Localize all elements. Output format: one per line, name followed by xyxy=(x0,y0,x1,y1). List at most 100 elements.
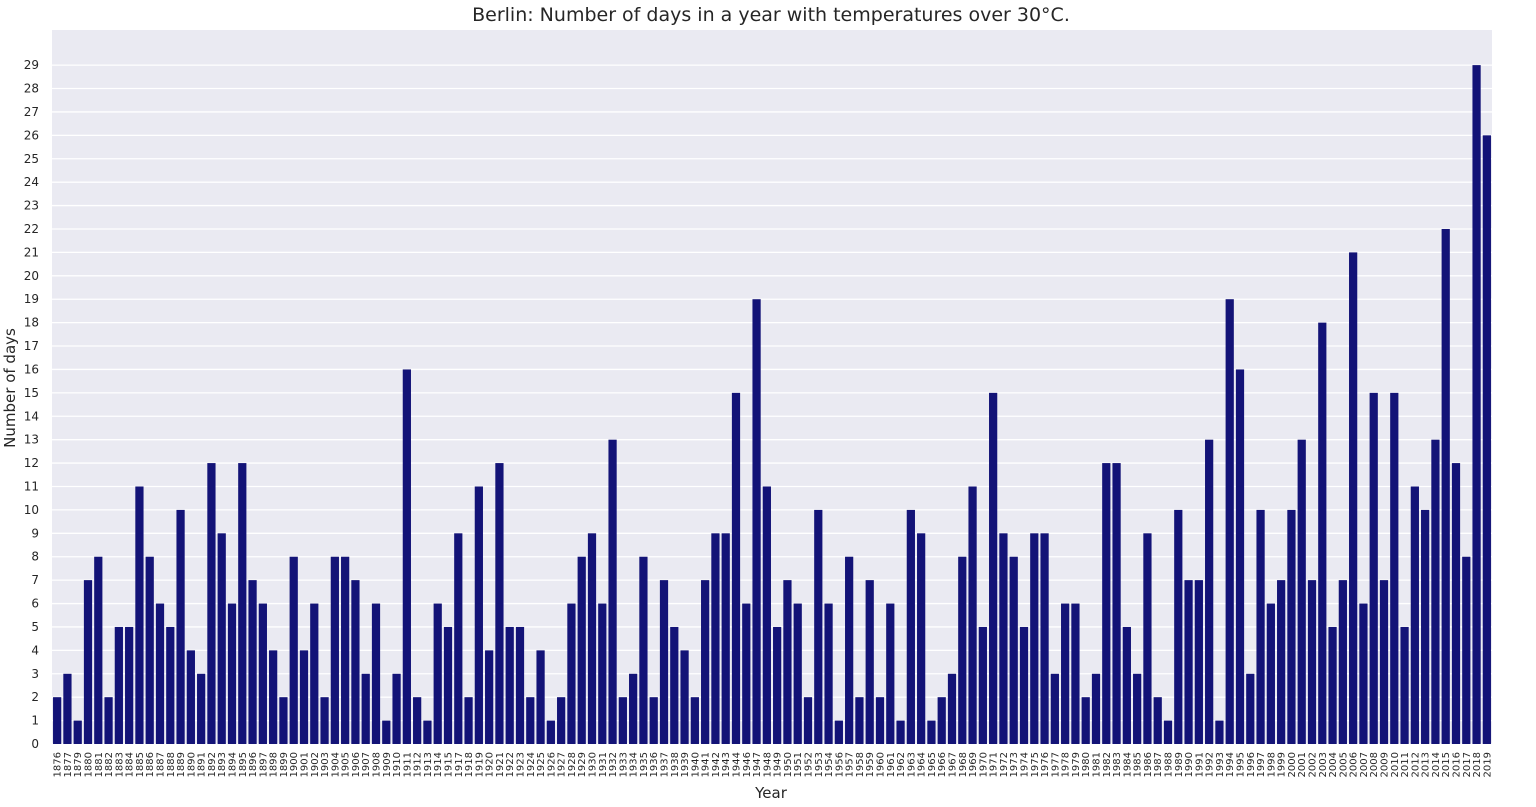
bar xyxy=(577,556,586,744)
x-tick-label: 1985 xyxy=(1133,752,1144,777)
bar xyxy=(1482,135,1491,745)
bar xyxy=(495,463,504,744)
x-tick-label: 1954 xyxy=(824,752,835,777)
x-tick-label: 1896 xyxy=(248,752,259,777)
y-tick-label: 29 xyxy=(24,58,39,72)
bar xyxy=(1205,439,1214,744)
x-tick-label: 1965 xyxy=(927,752,938,777)
bar xyxy=(1410,486,1419,744)
x-tick-label: 1994 xyxy=(1225,752,1236,777)
x-tick-label: 2014 xyxy=(1431,752,1442,777)
bar xyxy=(1400,626,1409,744)
x-tick-label: 1968 xyxy=(958,752,969,777)
y-tick-label: 18 xyxy=(24,316,39,330)
bar xyxy=(731,392,741,744)
bar xyxy=(454,533,463,744)
bar xyxy=(803,697,813,744)
x-tick-label: 1974 xyxy=(1020,752,1031,777)
x-tick-label: 1953 xyxy=(814,752,825,777)
x-tick-label: 1990 xyxy=(1184,752,1195,777)
bar xyxy=(1390,392,1399,744)
x-tick-label: 1971 xyxy=(989,752,1000,777)
x-tick-label: 1892 xyxy=(207,752,218,777)
x-tick-label: 1881 xyxy=(94,752,105,777)
x-tick-label: 1918 xyxy=(464,752,475,777)
x-tick-label: 1893 xyxy=(217,752,228,777)
bar xyxy=(999,533,1008,744)
y-tick-label: 7 xyxy=(31,573,39,587)
bar xyxy=(587,533,597,744)
bar xyxy=(1246,673,1255,744)
x-tick-label: 1919 xyxy=(474,752,485,777)
bar xyxy=(1061,603,1070,744)
x-tick-label: 1989 xyxy=(1174,752,1185,777)
bar xyxy=(834,720,843,744)
bar xyxy=(197,673,206,744)
chart-title: Berlin: Number of days in a year with te… xyxy=(472,4,1070,26)
bar xyxy=(474,486,483,744)
bar xyxy=(1153,697,1162,744)
x-tick-label: 1885 xyxy=(135,752,146,777)
bar xyxy=(1235,369,1245,744)
x-tick-label: 1935 xyxy=(639,752,650,777)
bar xyxy=(958,556,967,744)
x-axis-label: Year xyxy=(754,784,788,802)
x-tick-label: 2011 xyxy=(1400,752,1411,777)
bars xyxy=(53,65,1491,745)
x-tick-label: 1915 xyxy=(444,752,455,777)
x-tick-label: 1917 xyxy=(454,752,465,777)
x-tick-label: 1996 xyxy=(1246,752,1257,777)
y-tick-label: 22 xyxy=(24,222,39,236)
x-tick-label: 1999 xyxy=(1277,752,1288,777)
x-tick-label: 1930 xyxy=(588,752,599,777)
x-tick-label: 1981 xyxy=(1092,752,1103,777)
x-tick-label: 1979 xyxy=(1071,752,1082,777)
y-tick-label: 0 xyxy=(31,737,39,751)
y-axis-label: Number of days xyxy=(1,328,19,448)
y-tick-label: 5 xyxy=(31,620,39,634)
bar xyxy=(238,463,247,744)
x-tick-label: 1877 xyxy=(63,752,74,777)
bar xyxy=(423,720,432,744)
bar xyxy=(886,603,895,744)
y-tick-label: 6 xyxy=(31,597,39,611)
x-tick-label: 2000 xyxy=(1287,752,1298,777)
x-tick-label: 1991 xyxy=(1194,752,1205,777)
x-tick-label: 1910 xyxy=(392,752,403,777)
x-tick-label: 1947 xyxy=(752,752,763,777)
bar xyxy=(361,673,370,744)
bar xyxy=(310,603,319,744)
bar xyxy=(227,603,237,744)
bar xyxy=(1102,463,1111,744)
x-tick-label: 1898 xyxy=(269,752,280,777)
bar xyxy=(269,650,278,744)
x-tick-label: 1897 xyxy=(258,752,269,777)
bar xyxy=(94,556,103,744)
bar xyxy=(762,486,771,744)
bar xyxy=(1328,626,1337,744)
bar xyxy=(793,603,802,744)
x-tick-label: 1883 xyxy=(114,752,125,777)
x-tick-label: 1962 xyxy=(896,752,907,777)
x-tick-label: 1911 xyxy=(402,752,413,777)
bar xyxy=(1030,533,1039,744)
bar xyxy=(1369,392,1378,744)
x-tick-label: 2005 xyxy=(1338,752,1349,777)
x-tick-label: 2009 xyxy=(1380,752,1391,777)
bar xyxy=(505,626,514,744)
x-tick-label: 1944 xyxy=(732,752,743,777)
bar xyxy=(773,626,782,744)
bar xyxy=(865,580,874,744)
x-tick-label: 1904 xyxy=(330,752,341,777)
bar xyxy=(1194,580,1203,744)
bar xyxy=(845,556,854,744)
x-tick-label: 1901 xyxy=(300,752,311,777)
bar xyxy=(896,720,905,744)
x-tick-label: 1926 xyxy=(546,752,557,777)
x-tick-label: 1946 xyxy=(742,752,753,777)
bar xyxy=(155,603,165,744)
x-tick-label: 1978 xyxy=(1061,752,1072,777)
x-tick-label: 2018 xyxy=(1472,752,1483,777)
bar xyxy=(711,533,720,744)
x-tick-label: 1906 xyxy=(351,752,362,777)
